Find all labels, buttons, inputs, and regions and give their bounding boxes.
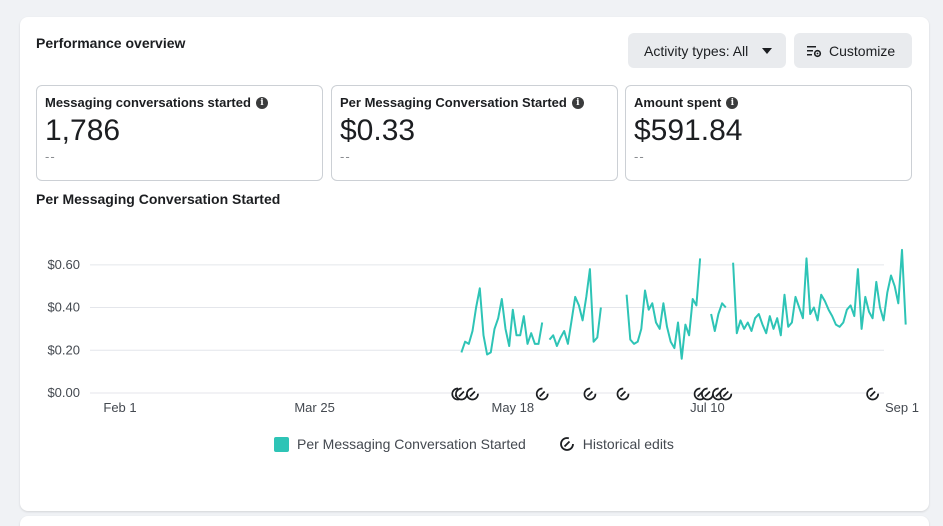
customize-settings-icon (807, 45, 822, 57)
series-line (732, 248, 907, 337)
y-tick-label: $0.00 (47, 385, 80, 400)
metric-label: Amount spent (634, 95, 722, 110)
line-chart[interactable]: $0.00 $0.20 $0.40 $0.60 Feb 1 Mar 25 May 18 Jul… (20, 17, 929, 437)
metric-card-cost-per-conversation[interactable]: Per Messaging Conversation Started i $0.… (331, 85, 618, 181)
series-swatch (274, 436, 289, 452)
performance-overview-card: Performance overview Activity types: All… (20, 17, 929, 511)
metric-card-amount-spent[interactable]: Amount spent i $591.84 -- (625, 85, 912, 181)
x-tick-label: May 18 (492, 400, 535, 415)
series-line (710, 302, 727, 332)
metric-compare: -- (45, 149, 56, 164)
edit-marker-pen (619, 390, 627, 398)
metric-label-row: Amount spent i (634, 95, 903, 110)
metric-value: $591.84 (634, 114, 743, 147)
metric-compare: -- (340, 149, 351, 164)
edit-marker-pen (722, 390, 729, 398)
historical-edit-marker[interactable] (866, 387, 879, 401)
edit-marker-pen (469, 390, 476, 398)
legend-series-label: Per Messaging Conversation Started (297, 436, 526, 452)
metric-value: 1,786 (45, 114, 121, 147)
customize-label: Customize (829, 42, 896, 59)
x-tick-label: Mar 25 (294, 400, 334, 415)
chart-title: Per Messaging Conversation Started (36, 191, 281, 207)
historical-edit-marker[interactable] (535, 387, 549, 401)
info-icon[interactable]: i (726, 96, 739, 109)
next-card-edge (20, 516, 929, 526)
edit-marker-pen (539, 390, 546, 398)
metric-label: Per Messaging Conversation Started (340, 95, 567, 110)
historical-edit-marker[interactable] (466, 387, 479, 401)
y-tick-label: $0.60 (47, 257, 80, 272)
metric-label-row: Per Messaging Conversation Started i (340, 95, 609, 110)
series-line (625, 258, 702, 360)
y-tick-label: $0.20 (47, 342, 80, 357)
metric-label: Messaging conversations started (45, 95, 251, 110)
customize-button[interactable]: Customize (794, 33, 912, 68)
chart-legend: Per Messaging Conversation Started Histo… (274, 436, 706, 452)
edit-marker-pen (869, 390, 876, 398)
x-tick-label: Jul 10 (690, 400, 725, 415)
historical-edit-marker[interactable] (616, 387, 630, 401)
metric-compare: -- (634, 149, 645, 164)
activity-types-label: Activity types: All (644, 42, 749, 59)
metric-label-row: Messaging conversations started i (45, 95, 314, 110)
activity-types-dropdown[interactable]: Activity types: All (628, 33, 786, 68)
historical-edit-icon (559, 437, 574, 451)
metric-card-conversations[interactable]: Messaging conversations started i 1,786 … (36, 85, 323, 181)
edit-marker-pen (704, 390, 711, 398)
edit-marker-pen (458, 390, 465, 398)
legend-item-edits[interactable]: Historical edits (558, 436, 674, 452)
historical-edit-marker[interactable] (583, 387, 597, 401)
x-tick-label: Feb 1 (103, 400, 136, 415)
historical-edit-marker[interactable] (701, 387, 714, 401)
edit-marker-pen (586, 390, 594, 398)
info-icon[interactable]: i (255, 96, 268, 109)
x-tick-label: Sep 1 (885, 400, 919, 415)
historical-edit-marker[interactable] (455, 387, 468, 401)
series-line (548, 268, 602, 347)
series-line (460, 287, 544, 356)
legend-edits-label: Historical edits (582, 436, 674, 452)
caret-down-icon (762, 47, 772, 54)
card-title: Performance overview (36, 35, 186, 51)
y-tick-label: $0.40 (47, 300, 80, 315)
historical-edit-marker[interactable] (719, 387, 733, 401)
legend-item-series[interactable]: Per Messaging Conversation Started (274, 436, 526, 452)
info-icon[interactable]: i (571, 96, 584, 109)
metric-value: $0.33 (340, 114, 416, 147)
